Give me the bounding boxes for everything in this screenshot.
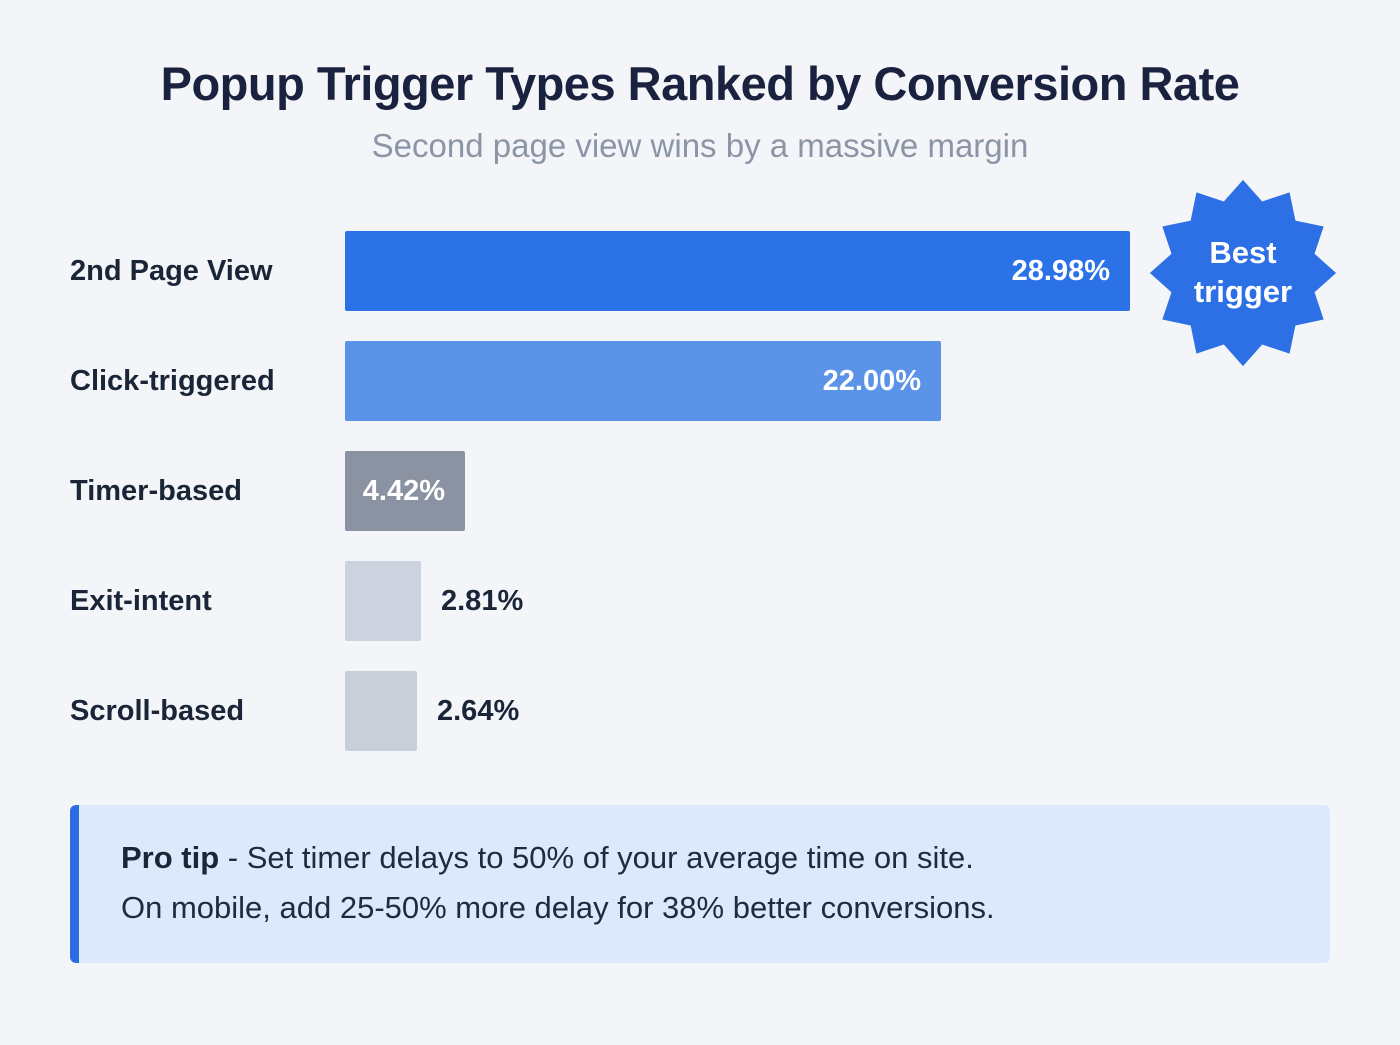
bar-track: 28.98%: [345, 231, 1400, 311]
bar-scroll-based: [345, 671, 417, 751]
chart-row: Click-triggered 22.00%: [70, 341, 1400, 421]
value-label: 22.00%: [822, 364, 921, 397]
category-label: 2nd Page View: [70, 254, 273, 287]
page-subtitle: Second page view wins by a massive margi…: [371, 127, 1029, 164]
bar-2nd-page-view: 28.98%: [345, 231, 1130, 311]
bar-exit-intent: [345, 561, 421, 641]
category-label: Click-triggered: [70, 364, 275, 397]
badge-label-line2: trigger: [1193, 274, 1293, 309]
badge-label-line1: Best: [1209, 235, 1277, 271]
bar-track: 2.64%: [345, 671, 1400, 751]
page-title: Popup Trigger Types Ranked by Conversion…: [160, 57, 1240, 110]
bar-timer-based: 4.42%: [345, 451, 465, 531]
bar-track: 2.81%: [345, 561, 1400, 641]
best-trigger-badge: Best trigger: [1148, 178, 1338, 368]
category-label: Exit-intent: [70, 584, 212, 617]
chart-row: Scroll-based 2.64%: [70, 671, 1400, 751]
pro-tip-line2: On mobile, add 25-50% more delay for 38%…: [121, 890, 995, 926]
pro-tip-label: Pro tip: [121, 840, 220, 875]
bar-track: 4.42%: [345, 451, 1400, 531]
bar-track: 22.00%: [345, 341, 1400, 421]
chart-rows: 2nd Page View 28.98% Click-triggered 22.00%…: [70, 231, 1400, 751]
starburst-icon: [1149, 179, 1337, 367]
badge-label: Best trigger: [1148, 178, 1338, 368]
value-label: 28.98%: [1011, 254, 1110, 287]
pro-tip-text: Pro tip - Set timer delays to 50% of you…: [121, 833, 1290, 933]
chart-row: 2nd Page View 28.98%: [70, 231, 1400, 311]
pro-tip-box: Pro tip - Set timer delays to 50% of you…: [70, 805, 1330, 964]
category-label: Timer-based: [70, 474, 242, 507]
bar-chart: 2nd Page View 28.98% Click-triggered 22.00%…: [0, 179, 1400, 751]
chart-row: Timer-based 4.42%: [70, 451, 1400, 531]
value-label: 2.64%: [437, 694, 520, 727]
category-label: Scroll-based: [70, 694, 245, 727]
value-label: 2.81%: [441, 584, 524, 617]
value-label: 4.42%: [362, 474, 445, 507]
bar-click-triggered: 22.00%: [345, 341, 941, 421]
pro-tip-line1: - Set timer delays to 50% of your averag…: [219, 840, 974, 875]
chart-row: Exit-intent 2.81%: [70, 561, 1400, 641]
